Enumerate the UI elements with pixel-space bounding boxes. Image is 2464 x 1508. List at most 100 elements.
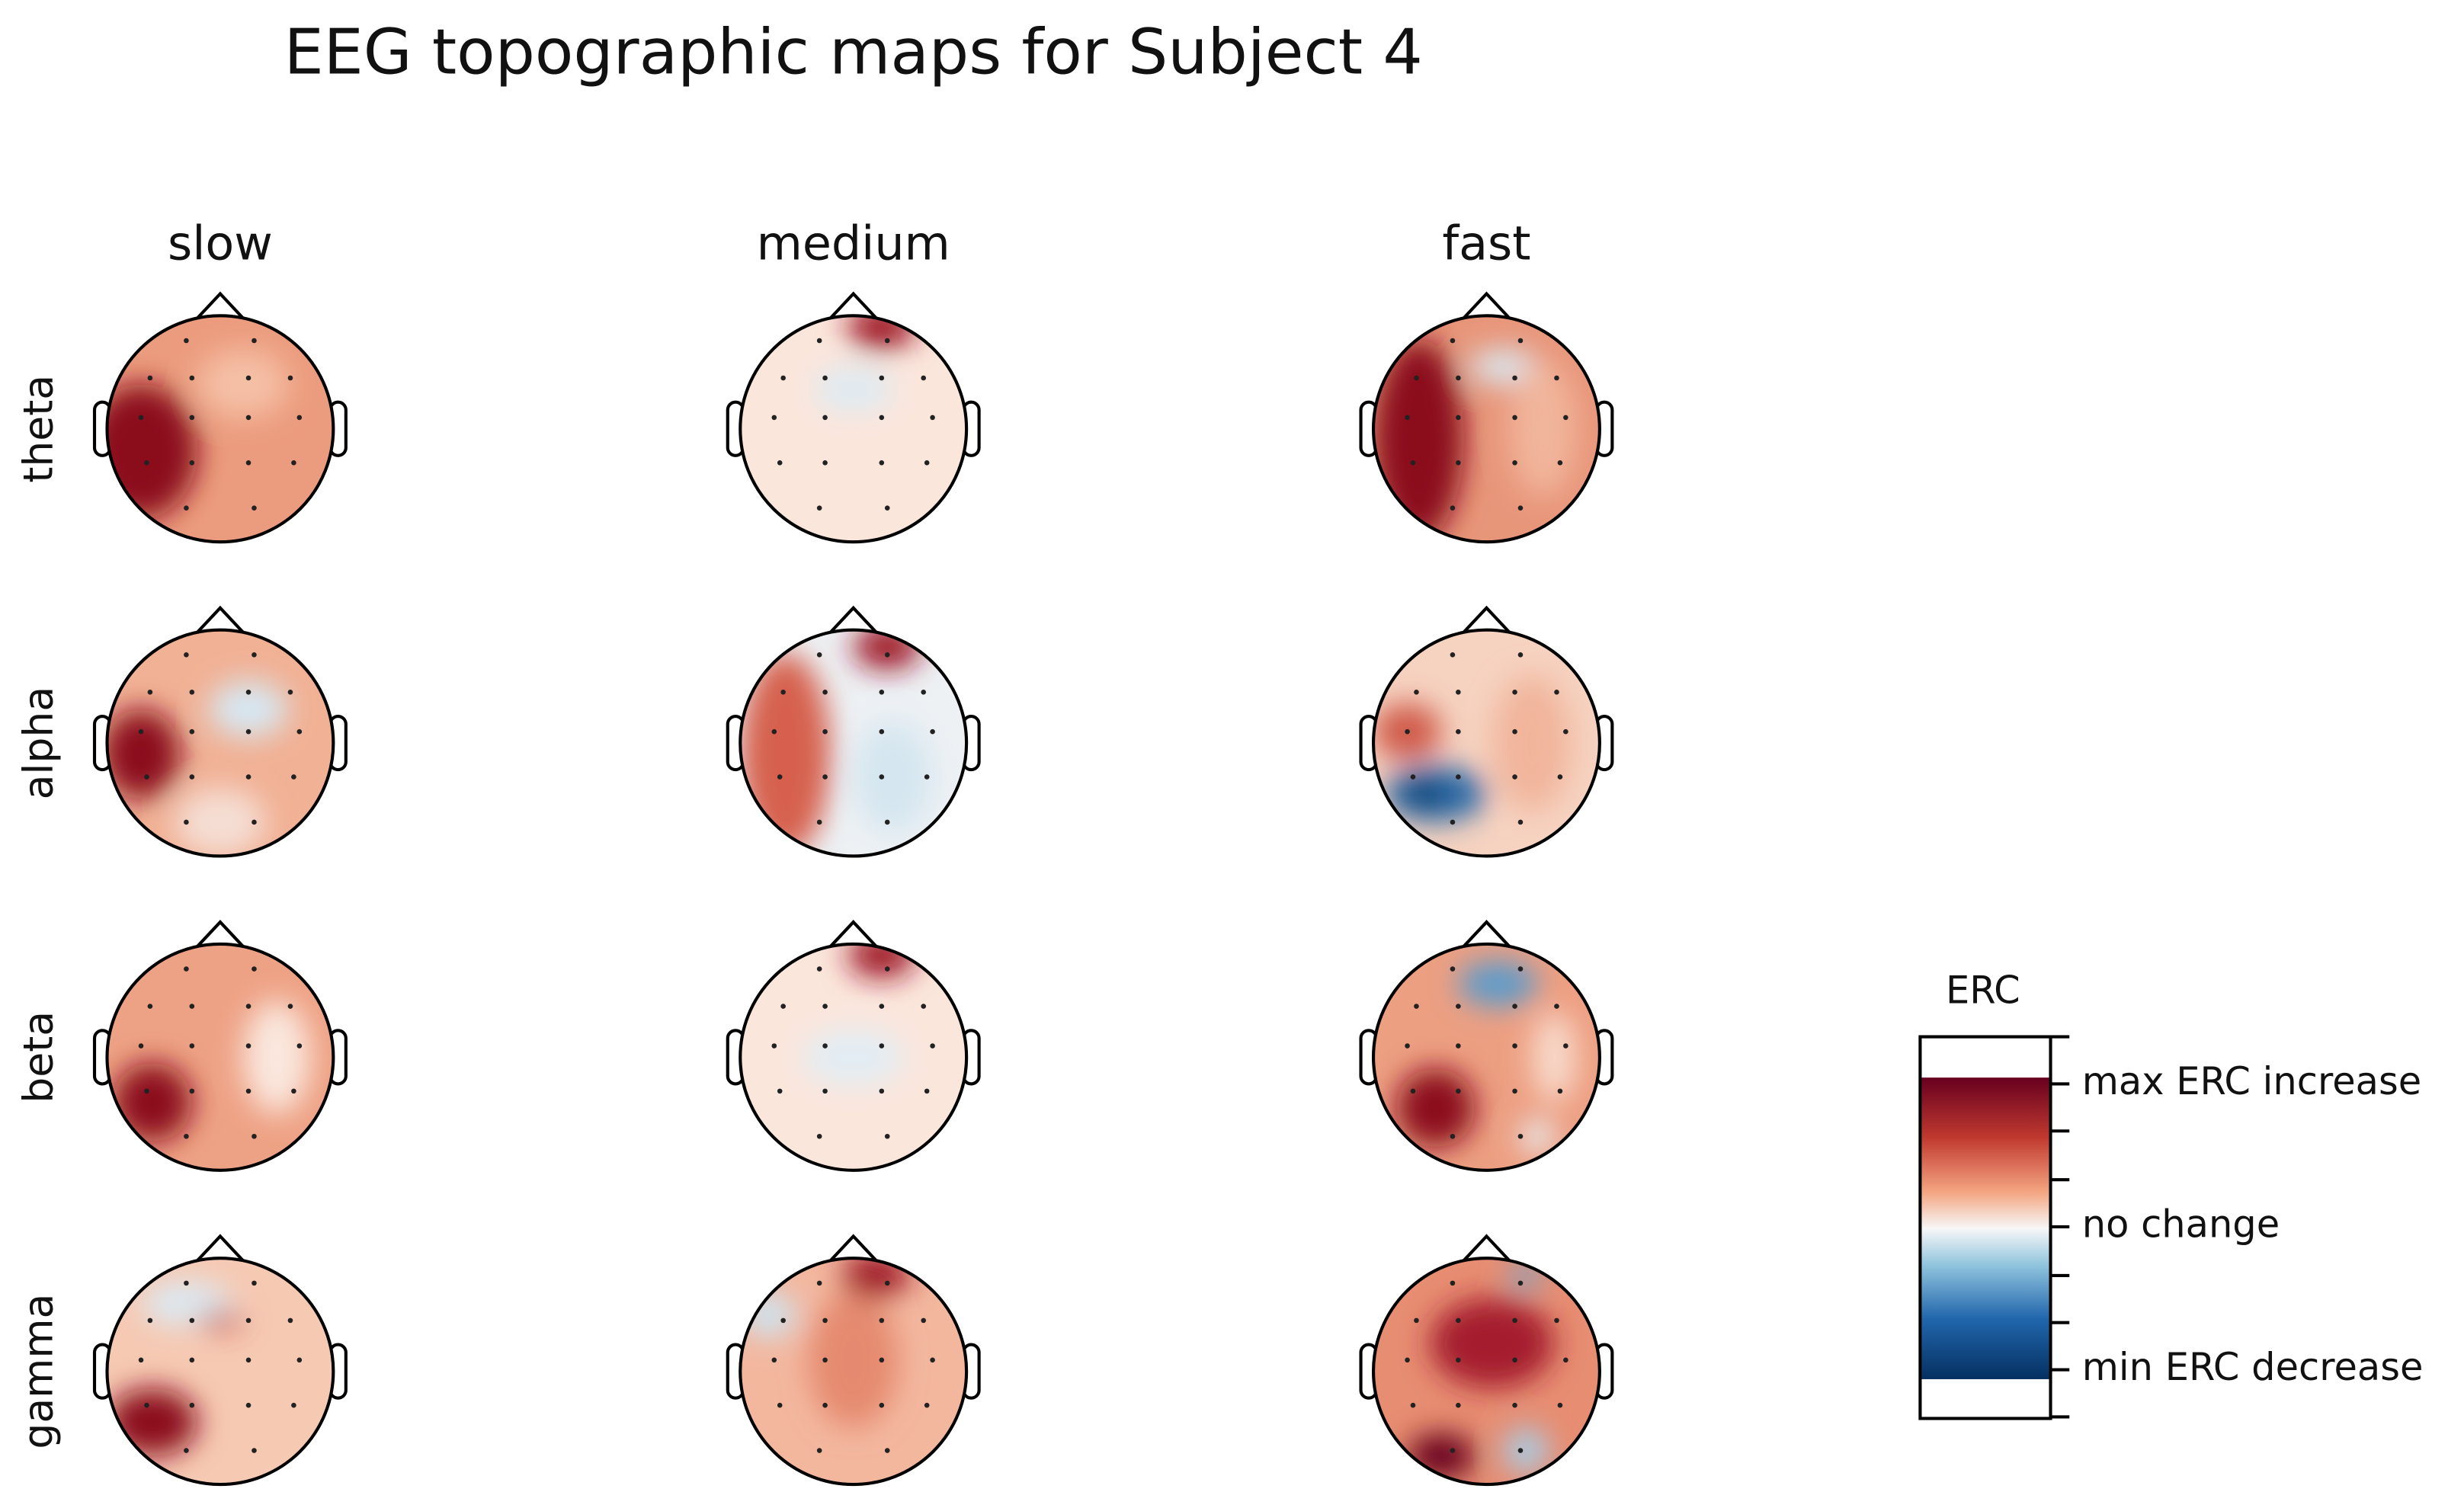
electrode [252, 1448, 257, 1453]
map-blob [209, 680, 288, 738]
map-fill [740, 629, 967, 856]
electrode [879, 415, 885, 421]
topomap [92, 291, 348, 544]
electrode [287, 375, 293, 381]
map-fill [107, 315, 334, 543]
electrode [1456, 1402, 1461, 1408]
electrode [296, 1357, 303, 1363]
electrode [1410, 1402, 1416, 1408]
electrode [1410, 1088, 1416, 1094]
map-blob [848, 943, 916, 978]
electrode [252, 652, 257, 658]
head-outline [739, 314, 969, 544]
electrode [822, 1317, 828, 1324]
electrode [822, 1043, 828, 1049]
electrode [245, 774, 252, 780]
map-blob [802, 1029, 905, 1086]
map-blob [1373, 338, 1464, 543]
map-background [740, 315, 967, 543]
head-outline [105, 314, 335, 544]
map-blobs [1395, 961, 1578, 1154]
electrode [1554, 1004, 1559, 1009]
topomap [92, 1234, 348, 1487]
map-fill [107, 1258, 334, 1485]
electrode [1450, 652, 1456, 658]
electrode [189, 415, 195, 421]
electrode [1557, 774, 1563, 780]
electrode [822, 415, 828, 421]
electrode [252, 819, 257, 825]
head-outline [1371, 942, 1601, 1172]
electrode [930, 415, 935, 421]
electrode [138, 1043, 144, 1049]
map-blob [1509, 360, 1578, 497]
map-fill [1373, 1258, 1600, 1485]
electrode [1517, 505, 1524, 511]
electrode [189, 1004, 195, 1009]
electrode [930, 1357, 935, 1363]
electrode [879, 375, 885, 381]
electrode [1512, 1043, 1517, 1049]
topomap [726, 920, 981, 1172]
electrode [921, 375, 927, 381]
electrode [138, 1357, 144, 1363]
electrode [287, 689, 293, 695]
electrode [822, 1402, 828, 1408]
electrode [1512, 728, 1517, 735]
electrode [252, 505, 257, 511]
electrode [1517, 652, 1524, 658]
electrode [189, 1043, 195, 1049]
electrode [822, 1088, 828, 1094]
electrode [245, 1357, 252, 1363]
electrode [884, 1448, 890, 1453]
head-outline [1371, 1257, 1601, 1487]
colorbar-label: min ERC decrease [2082, 1345, 2424, 1389]
topomap [726, 1234, 981, 1487]
electrode [184, 1280, 189, 1286]
column-label: slow [168, 216, 273, 271]
head-outline [739, 628, 969, 858]
nose [1462, 605, 1511, 635]
electrode [1410, 774, 1416, 780]
electrode [1450, 966, 1456, 972]
electrode [1557, 1402, 1563, 1408]
colorbar-label: max ERC increase [2082, 1059, 2421, 1103]
electrode [189, 728, 195, 735]
electrode [296, 1043, 303, 1049]
electrode [144, 774, 149, 780]
nose [1462, 1234, 1511, 1263]
head-outline [105, 1257, 335, 1487]
electrode [245, 375, 252, 381]
electrode [189, 1357, 195, 1363]
map-blob [197, 349, 288, 418]
row-label: gamma [14, 1294, 62, 1449]
electrode [1554, 689, 1559, 695]
electrode [780, 375, 786, 381]
electrode [777, 774, 783, 780]
map-blobs [802, 943, 916, 1086]
electrode [1450, 1448, 1456, 1453]
row-label: theta [14, 375, 62, 483]
electrode [816, 338, 822, 344]
electrode [921, 1317, 927, 1324]
map-blobs [112, 1001, 311, 1142]
row-label: alpha [14, 687, 62, 800]
topomap [726, 291, 981, 544]
electrode [252, 338, 257, 344]
head-outline [105, 628, 335, 858]
electrode [1414, 689, 1419, 695]
electrode [884, 966, 890, 972]
electrode [771, 1357, 777, 1363]
map-blob [242, 1001, 311, 1114]
electrode [147, 1004, 153, 1009]
map-blob [813, 367, 893, 412]
electrode [245, 460, 252, 466]
electrode [1450, 505, 1456, 511]
electrode [291, 1402, 296, 1408]
electrode [287, 1317, 293, 1324]
map-fill [740, 943, 967, 1170]
colorbar-ticks [2050, 1035, 2070, 1419]
electrode [1450, 819, 1456, 825]
electrode [1456, 1357, 1461, 1363]
